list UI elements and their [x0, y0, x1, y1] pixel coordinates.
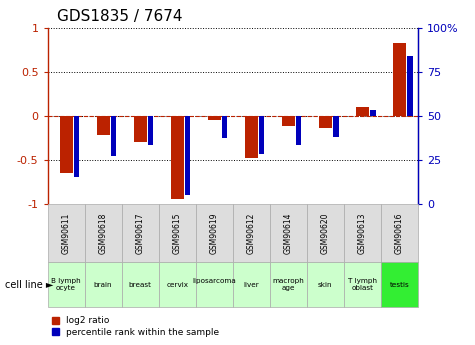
Text: cervix: cervix	[166, 282, 188, 288]
Text: brain: brain	[94, 282, 112, 288]
Text: skin: skin	[318, 282, 332, 288]
Bar	[259, 116, 265, 154]
Text: liver: liver	[243, 282, 259, 288]
Text: testis: testis	[390, 282, 409, 288]
Text: GSM90618: GSM90618	[99, 212, 107, 254]
Bar	[148, 116, 153, 146]
Bar	[370, 110, 376, 116]
Bar	[407, 56, 413, 116]
Text: breast: breast	[129, 282, 152, 288]
Text: B lymph
ocyte: B lymph ocyte	[51, 278, 81, 291]
Bar	[208, 116, 221, 120]
Text: GSM90617: GSM90617	[136, 212, 144, 254]
Bar	[185, 116, 190, 195]
Bar	[319, 116, 332, 128]
Bar	[296, 116, 302, 146]
Text: macroph
age: macroph age	[273, 278, 304, 291]
Bar	[59, 116, 73, 173]
Bar	[222, 116, 228, 138]
Bar	[133, 116, 147, 142]
Legend: log2 ratio, percentile rank within the sample: log2 ratio, percentile rank within the s…	[52, 316, 219, 337]
Text: GSM90619: GSM90619	[210, 212, 218, 254]
Bar	[111, 116, 116, 156]
Bar	[171, 116, 184, 199]
Text: GDS1835 / 7674: GDS1835 / 7674	[57, 9, 182, 23]
Text: cell line ►: cell line ►	[5, 280, 53, 289]
Bar	[393, 43, 406, 116]
Bar	[333, 116, 339, 137]
Text: GSM90620: GSM90620	[321, 212, 330, 254]
Text: liposarcoma: liposarcoma	[192, 278, 236, 291]
Bar	[74, 116, 79, 177]
Text: GSM90612: GSM90612	[247, 212, 256, 254]
Text: GSM90616: GSM90616	[395, 212, 404, 254]
Text: T lymph
oblast: T lymph oblast	[348, 278, 377, 291]
Bar	[356, 107, 369, 116]
Bar	[245, 116, 258, 158]
Text: GSM90614: GSM90614	[284, 212, 293, 254]
Text: GSM90613: GSM90613	[358, 212, 367, 254]
Text: GSM90615: GSM90615	[173, 212, 181, 254]
Bar	[282, 116, 295, 126]
Text: GSM90611: GSM90611	[62, 212, 70, 254]
Bar	[96, 116, 110, 135]
